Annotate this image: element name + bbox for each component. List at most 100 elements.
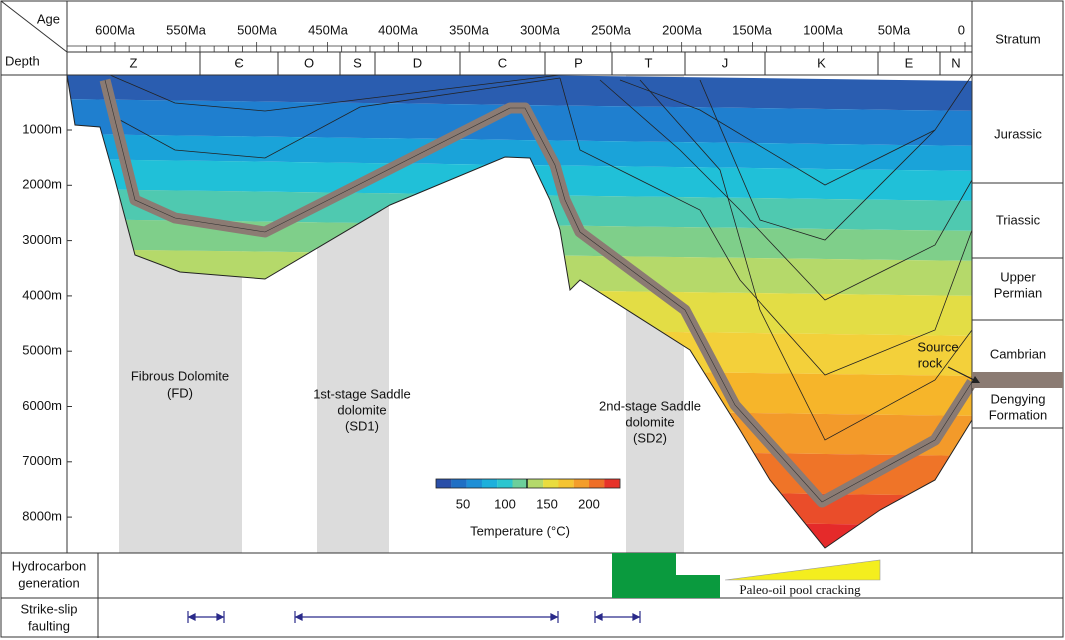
period-label: T <box>645 55 653 70</box>
age-tick-label: 500Ma <box>237 22 278 37</box>
legend-tick-label: 100 <box>494 496 516 511</box>
stratum-label: Stratum <box>995 31 1041 46</box>
isochron <box>639 79 973 441</box>
period-label: Є <box>234 55 243 70</box>
depth-tick-label: 6000m <box>22 398 62 413</box>
isochron <box>559 77 973 376</box>
fault-head <box>294 613 303 621</box>
fault-head <box>594 613 603 621</box>
annotation: rock <box>918 355 943 370</box>
age-tick-label: 50Ma <box>878 22 911 37</box>
temperature-band <box>67 99 972 146</box>
legend-tick-label: 200 <box>578 496 600 511</box>
depth-tick-label: 3000m <box>22 232 62 247</box>
depth-tick-label: 8000m <box>22 509 62 524</box>
stratum-dividers <box>972 182 1063 429</box>
period-label: S <box>353 55 362 70</box>
annotation: 1st-stage Saddle <box>313 386 411 401</box>
stratum-label: Dengying <box>991 391 1046 406</box>
isochron <box>619 79 936 186</box>
faulting-periods <box>187 611 641 623</box>
period-label: N <box>951 55 960 70</box>
legend-tick-label: 50 <box>456 496 470 511</box>
legend-title: Temperature (°C) <box>470 523 570 538</box>
period-label: J <box>722 55 729 70</box>
legend-tick-label: 150 <box>536 496 558 511</box>
colorbar-cell <box>481 479 498 488</box>
source-rock-column <box>972 372 1063 388</box>
age-tick-label: 250Ma <box>591 22 632 37</box>
period-label: D <box>413 55 422 70</box>
age-label: Age <box>37 11 60 26</box>
temperature-band <box>67 75 972 111</box>
stratum-label: Cambrian <box>990 346 1046 361</box>
period-label: E <box>905 55 914 70</box>
stratum-label: Triassic <box>996 212 1041 227</box>
colorbar-cell <box>466 479 482 488</box>
oil-cracking <box>724 559 881 581</box>
corner-diagonal <box>0 0 68 53</box>
isochron <box>699 74 973 241</box>
cracking-label: Paleo-oil pool cracking <box>739 582 861 597</box>
annotation: dolomite <box>337 402 386 417</box>
stratum-label: Formation <box>989 407 1048 422</box>
colorbar-cell <box>543 479 559 488</box>
stratum-label: Permian <box>994 285 1042 300</box>
depth-tick-label: 1000m <box>22 121 62 136</box>
annotation: Fibrous Dolomite <box>131 368 229 383</box>
depth-tick-label: 7000m <box>22 453 62 468</box>
fault-head <box>550 613 559 621</box>
age-tick-label: 600Ma <box>95 22 136 37</box>
age-tick-label: 450Ma <box>308 22 349 37</box>
period-label: Z <box>130 55 138 70</box>
age-tick-label: 150Ma <box>732 22 773 37</box>
annotation: dolomite <box>625 414 674 429</box>
row-label: Hydrocarbon <box>12 558 86 573</box>
isochron <box>599 79 973 301</box>
period-label: P <box>574 55 583 70</box>
colorbar-cell <box>512 479 528 488</box>
age-tick-label: 550Ma <box>166 22 207 37</box>
age-tick-label: 350Ma <box>449 22 490 37</box>
fault-head <box>216 613 225 621</box>
isochron <box>119 77 561 159</box>
isochron-lines <box>109 74 973 441</box>
colorbar-cell <box>451 479 467 488</box>
age-tick-label: 200Ma <box>662 22 703 37</box>
depth-tick-label: 5000m <box>22 343 62 358</box>
source-arrowhead <box>971 376 980 383</box>
stratum-label: Jurassic <box>994 126 1042 141</box>
colorbar-cell <box>589 479 605 488</box>
colorbar-cell <box>558 479 574 488</box>
annotation: Source <box>917 339 958 354</box>
age-tick-label: 300Ma <box>520 22 561 37</box>
colorbar-cell <box>497 479 513 488</box>
fault-head <box>187 613 196 621</box>
colorbar-cell <box>527 479 544 488</box>
age-tick-label: 400Ma <box>378 22 419 37</box>
stratum-label: Upper <box>1000 269 1036 284</box>
temperature-band <box>67 134 972 171</box>
period-label: O <box>304 55 314 70</box>
period-label: C <box>498 55 507 70</box>
temperature-legend: 50 100 150 200 <box>435 478 621 511</box>
basin-outline <box>66 74 973 549</box>
row-label: Strike-slip <box>20 601 77 616</box>
annotation: 2nd-stage Saddle <box>599 398 701 413</box>
row-label: generation <box>18 575 79 590</box>
row-label: faulting <box>28 618 70 633</box>
fault-head <box>632 613 641 621</box>
annotation: (SD2) <box>633 430 667 445</box>
source-rock-edge <box>104 79 973 503</box>
annotation: (SD1) <box>345 418 379 433</box>
period-label: K <box>817 55 826 70</box>
colorbar-frame <box>435 478 621 489</box>
annotation: (FD) <box>167 385 193 400</box>
hydrocarbon-generation <box>612 553 720 598</box>
isochron <box>109 74 561 112</box>
depth-tick-label: 4000m <box>22 287 62 302</box>
colorbar-cell <box>573 479 590 488</box>
depth-tick-label: 2000m <box>22 177 62 192</box>
